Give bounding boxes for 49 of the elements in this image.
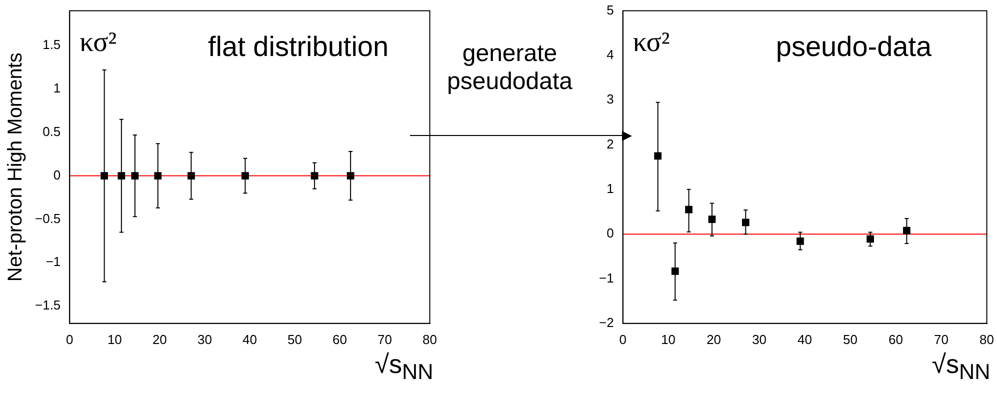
x-tick-label: 70 — [378, 332, 392, 347]
y-tick-label: −2 — [598, 314, 614, 330]
y-tick-label: 3 — [606, 92, 614, 107]
x-tick-label: 30 — [197, 332, 212, 347]
point — [866, 235, 874, 243]
point — [685, 206, 692, 214]
x-tick-label: 80 — [422, 332, 438, 347]
y-tick-label: 1 — [53, 80, 61, 96]
x-tick-label: 20 — [706, 332, 722, 347]
x-tick-label: 60 — [332, 332, 347, 347]
x-tick-label: 60 — [888, 332, 904, 347]
x-tick-label: 50 — [287, 332, 302, 347]
y-axis-title: Net-proton High Moments — [4, 52, 27, 282]
x-axis-title: √s$_{NN}$ — [932, 349, 990, 386]
annotation: flat distribution — [208, 30, 389, 63]
x-tick-label: 10 — [661, 332, 676, 347]
point — [742, 218, 750, 226]
annotation: pseudo-data — [776, 30, 932, 63]
y-tick-label: −1 — [598, 270, 614, 286]
text: generate pseudodata — [446, 40, 574, 96]
y-tick-label: 1.5 — [42, 37, 61, 52]
point — [708, 216, 716, 224]
y-tick-label: 0.5 — [42, 124, 61, 139]
annotation: κσ² — [80, 26, 117, 59]
point — [796, 238, 804, 245]
x-tick-label: 40 — [242, 332, 257, 347]
y-tick-label: 0 — [53, 167, 61, 182]
y-tick-label: 0 — [606, 226, 614, 241]
y-tick-label: 2 — [606, 136, 614, 152]
x-axis-title: √s$_{NN}$ — [374, 349, 434, 386]
y-tick-label: 5 — [606, 2, 614, 18]
point — [654, 152, 662, 160]
y-tick-label: 4 — [606, 47, 614, 62]
y-tick-label: 1 — [606, 181, 614, 196]
point — [671, 267, 679, 275]
point — [903, 226, 910, 234]
annotation: κσ² — [632, 26, 670, 59]
x-tick-label: 0 — [66, 332, 74, 347]
x-tick-label: 20 — [152, 332, 167, 347]
x-tick-label: 70 — [934, 332, 949, 347]
y-tick-label: −1 — [46, 254, 61, 270]
x-tick-label: 30 — [752, 332, 767, 347]
y-tick-label: −0.5 — [34, 210, 61, 226]
x-tick-label: 80 — [980, 332, 994, 347]
y-tick-label: −1.5 — [34, 298, 61, 313]
x-tick-label: 40 — [798, 332, 812, 347]
x-tick-label: 50 — [843, 332, 858, 347]
x-tick-label: 0 — [619, 332, 626, 347]
x-tick-label: 10 — [107, 332, 122, 347]
